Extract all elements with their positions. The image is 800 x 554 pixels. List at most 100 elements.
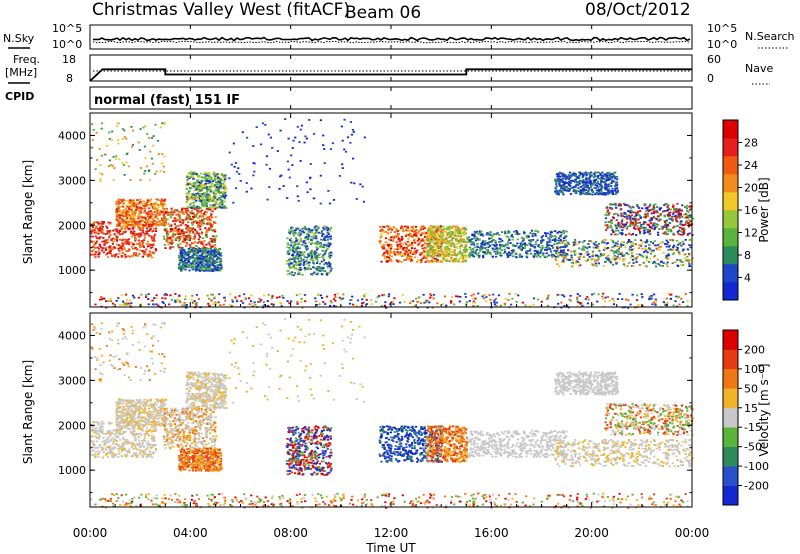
power-echo-cell [472,242,475,245]
power-echo-cell [195,229,198,232]
power-echo-cell [410,256,413,259]
power-echo-cell [117,256,120,258]
power-echo-cell [625,227,629,230]
power-echo-cell [315,248,319,251]
power-echo-cell [413,238,416,241]
power-echo-cell [651,249,654,252]
power-echo-cell [409,255,412,258]
power-echo-cell [206,193,209,196]
power-echo-cell [565,230,568,233]
power-echo-cell [286,270,289,272]
power-echo-cell [298,234,301,237]
power-echo-cell [186,183,189,186]
power-echo-cell [685,204,688,207]
power-echo-cell [489,253,492,256]
power-echo-cell [96,246,99,249]
power-echo-cell [686,233,690,235]
power-echo-cell [210,189,213,192]
power-echo-cell [206,261,209,264]
power-echo-cell [184,257,187,260]
power-echo-cell [197,232,200,235]
power-echo-cell [453,234,456,237]
power-echo-cell [129,219,132,222]
power-echo-cell [190,207,193,209]
power-echo-cell [634,220,637,223]
power-echo-cell [404,249,407,252]
power-echo-cell [288,264,291,267]
power-echo-cell [172,220,175,223]
power-echo-cell [557,177,560,180]
power-echo-cell [133,201,136,204]
power-echo-cell [390,247,393,250]
power-echo-cell [128,243,131,246]
power-echo-cell [288,263,291,265]
power-echo-cell [470,243,473,246]
power-echo-cell [175,237,178,240]
power-echo-cell [578,241,581,243]
power-echo-cell [167,211,170,214]
power-echo-cell [665,209,668,212]
power-echo-cell [672,206,675,208]
power-echo-cell [215,181,218,184]
power-echo-cell [667,208,670,210]
power-echo-cell [592,242,595,245]
power-echo-cell [223,206,226,208]
power-echo-cell [447,247,450,250]
power-echo-cell [670,216,673,218]
power-echo-cell [406,257,409,260]
power-echo-cell [431,261,434,263]
power-echo-cell [637,210,640,213]
power-echo-cell [181,207,184,210]
frequency-panel: Freq. [MHz] 18 8 60 0 Nave [5,53,773,85]
power-echo-cell [205,174,208,177]
power-echo-cell [665,239,668,242]
power-echo-cell [500,245,503,248]
power-echo-cell [115,235,118,237]
power-echo-cell [667,257,670,260]
power-echo-cell [431,254,434,257]
power-echo-cell [288,249,291,251]
power-echo-cell [155,249,158,252]
power-echo-cell [145,225,148,227]
power-echo-cell [656,211,659,214]
power-echo-cell [680,209,683,212]
power-echo-cell [207,265,210,267]
power-echo-cell [148,201,151,204]
power-echo-cell [137,217,140,220]
power-echo-cell [196,209,199,212]
power-echo-cell [202,251,205,253]
power-echo-cell [440,247,443,250]
power-echo-cell [643,221,646,223]
power-echo-cell [190,227,193,230]
power-echo-cell [139,212,142,215]
power-echo-cell [422,249,425,252]
power-echo-cell [618,232,621,235]
power-echo-cell [205,196,208,198]
power-echo-cell [197,208,200,210]
power-echo-cell [193,214,196,216]
power-echo-cell [510,252,513,255]
power-echo-cell [676,207,679,210]
power-echo-cell [207,196,210,198]
power-echo-cell [137,228,140,230]
power-echo-cell [214,185,217,188]
power-echo-cell [297,252,301,254]
power-echo-cell [312,266,315,269]
power-echo-cell [218,184,221,187]
power-echo-cell [106,230,109,232]
power-echo-cell [477,252,480,254]
power-echo-cell [204,203,207,206]
power-echo-cell [197,259,200,262]
power-echo-cell [139,246,142,248]
power-echo-cell [523,247,526,250]
power-echo-cell [329,269,332,272]
power-echo-cell [601,241,604,244]
power-echo-cell [116,219,119,222]
power-echo-cell [161,222,164,224]
power-echo-cell [523,245,526,248]
power-echo-cell [197,246,200,249]
power-echo-cell [218,247,221,250]
power-echo-cell [613,254,616,257]
power-echo-cell [406,226,409,228]
power-echo-cell [201,269,204,271]
